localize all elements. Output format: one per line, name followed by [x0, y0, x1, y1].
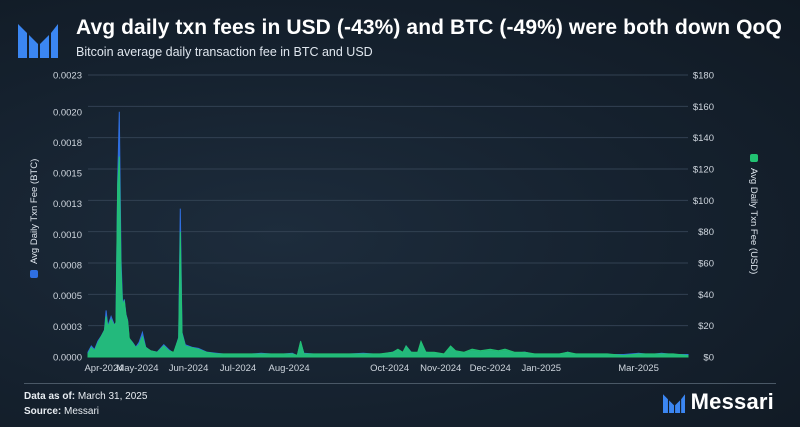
x-tick-label: Jul-2024 [220, 363, 256, 374]
right-tick-label: $180 [693, 71, 714, 82]
left-tick-label: 0.0005 [53, 291, 82, 302]
x-tick-label: Mar-2025 [618, 363, 659, 374]
left-axis-ticks: 0.0000 0.0003 0.0005 0.0008 0.0010 0.0013 0.00… [53, 71, 82, 364]
x-tick-label: May-2024 [116, 363, 158, 374]
right-tick-label: $80 [698, 227, 714, 238]
page-subtitle: Bitcoin average daily transaction fee in… [76, 45, 373, 59]
series-areas [87, 111, 689, 358]
page-title: Avg daily txn fees in USD (-43%) and BTC… [76, 16, 782, 39]
right-tick-label: $120 [693, 165, 714, 176]
right-tick-label: $20 [698, 321, 714, 332]
left-tick-label: 0.0010 [53, 230, 82, 241]
right-axis-ticks: $0 $20 $40 $60 $80 $100 $120 $140 $160 $180 [693, 71, 714, 364]
right-tick-label: $60 [698, 259, 714, 270]
brand: Messari [662, 389, 774, 415]
right-axis-legend: Avg Daily Txn Fee (USD) [748, 154, 759, 274]
left-tick-label: 0.0008 [53, 261, 82, 272]
grid-lines [88, 74, 688, 358]
series-area-usd [87, 156, 689, 358]
right-axis-title: Avg Daily Txn Fee (USD) [748, 168, 759, 274]
messari-mark-icon [662, 394, 685, 413]
right-tick-label: $160 [693, 102, 714, 113]
left-tick-label: 0.0000 [53, 353, 82, 364]
fee-chart: 0.0000 0.0003 0.0005 0.0008 0.0010 0.0013 0.00… [29, 71, 759, 375]
x-tick-label: Nov-2024 [420, 363, 461, 374]
x-tick-label: Oct-2024 [370, 363, 409, 374]
x-tick-label: Jun-2024 [169, 363, 209, 374]
left-tick-label: 0.0020 [53, 107, 82, 118]
data-as-of: Data as of: March 31, 2025 [24, 391, 148, 402]
left-axis-legend: Avg Daily Txn Fee (BTC) [29, 159, 40, 278]
legend-swatch-btc [30, 270, 38, 278]
x-tick-label: Jan-2025 [521, 363, 561, 374]
x-tick-label: Apr-2024 [84, 363, 123, 374]
left-axis-title: Avg Daily Txn Fee (BTC) [29, 159, 40, 264]
x-tick-label: Aug-2024 [268, 363, 309, 374]
left-tick-label: 0.0023 [53, 71, 82, 82]
right-tick-label: $140 [693, 133, 714, 144]
axis-legends: Avg Daily Txn Fee (BTC) Avg Daily Txn Fee… [29, 154, 759, 278]
right-tick-label: $0 [703, 353, 714, 364]
right-tick-label: $40 [698, 290, 714, 301]
brand-name: Messari [690, 389, 774, 414]
left-tick-label: 0.0015 [53, 169, 82, 180]
left-tick-label: 0.0013 [53, 199, 82, 210]
footer-divider [24, 383, 776, 384]
legend-swatch-usd [750, 154, 758, 162]
messari-logo-icon [18, 24, 58, 58]
left-tick-label: 0.0018 [53, 138, 82, 149]
left-tick-label: 0.0003 [53, 322, 82, 333]
series-area-btc [87, 111, 689, 358]
right-tick-label: $100 [693, 196, 714, 207]
x-tick-label: Dec-2024 [470, 363, 511, 374]
data-source: Source: Messari [24, 406, 100, 417]
